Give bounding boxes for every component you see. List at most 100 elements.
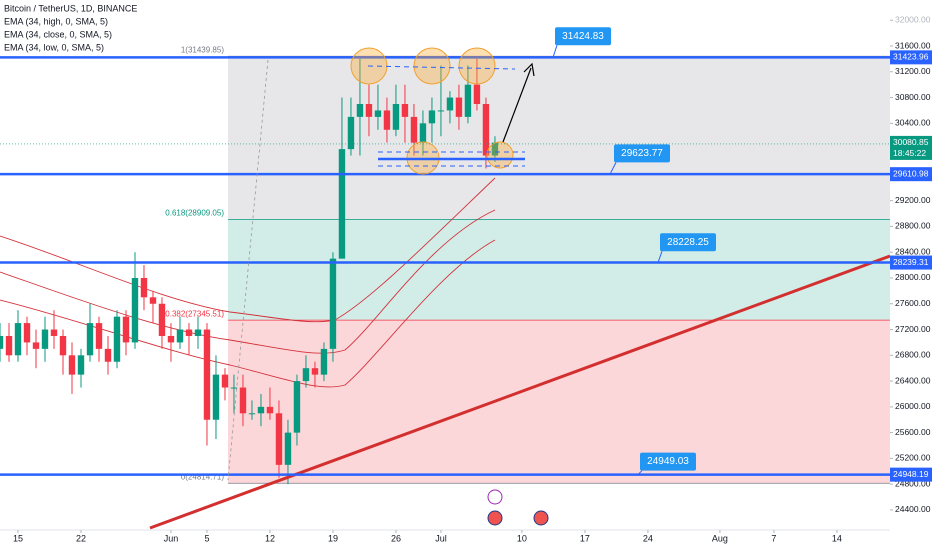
x-tick-label: 22 xyxy=(76,533,86,543)
y-tick-label: 26800.00 xyxy=(895,350,931,360)
candle-body xyxy=(437,110,445,112)
title: Bitcoin / TetherUS, 1D, BINANCE xyxy=(4,3,137,13)
candle-body xyxy=(329,258,337,349)
callout-label: 24949.03 xyxy=(647,456,689,467)
candle-body xyxy=(5,335,13,356)
candle-body xyxy=(491,142,499,156)
candle-body xyxy=(347,116,355,150)
levels: 31424.83 29623.77 28228.25 24949.03 xyxy=(0,27,890,476)
candle-body xyxy=(257,406,265,414)
candle-body xyxy=(356,104,364,117)
level-label: 29610.98 xyxy=(893,168,929,178)
x-tick-label: 5 xyxy=(204,533,209,543)
candle-body xyxy=(32,342,40,349)
candle-body xyxy=(185,329,193,336)
candles xyxy=(0,58,499,485)
x-tick-label: 7 xyxy=(771,533,776,543)
callout-label: 28228.25 xyxy=(667,237,709,248)
candle-body xyxy=(482,104,490,156)
candle-body xyxy=(446,97,454,111)
candle-body xyxy=(158,303,166,336)
candle-body xyxy=(68,355,76,375)
circle xyxy=(413,47,451,85)
last-price-label: 30080.85 xyxy=(893,137,929,147)
candle-body xyxy=(311,368,319,375)
fib-zone xyxy=(228,320,890,484)
candle-body xyxy=(86,323,94,356)
candle-body xyxy=(221,374,229,388)
callout-bg xyxy=(640,452,696,471)
candle-body xyxy=(95,323,103,349)
y-tick-label: 25600.00 xyxy=(895,427,931,437)
indicator: EMA (34, close, 0, SMA, 5) xyxy=(4,29,112,39)
indicator: EMA (34, low, 0, SMA, 5) xyxy=(4,42,104,52)
fib-zone xyxy=(228,219,890,321)
x-tick-label: 15 xyxy=(13,533,23,543)
candle-body xyxy=(473,84,481,105)
candle-body xyxy=(302,368,310,382)
circle xyxy=(458,47,496,85)
callout-pointer xyxy=(657,251,663,263)
ema-close xyxy=(0,209,496,354)
fib-label: 1(31439.85) xyxy=(181,45,224,54)
y-tick-label: 31600.00 xyxy=(895,40,931,50)
candle-body xyxy=(284,432,292,465)
candle-body xyxy=(248,413,256,415)
level-label: 28239.31 xyxy=(893,257,929,267)
candle-body xyxy=(131,277,139,343)
y-tick-label: 30400.00 xyxy=(895,118,931,128)
y-tick-label: 26400.00 xyxy=(895,375,931,385)
candle-body xyxy=(194,329,202,336)
y-tick-label: 28000.00 xyxy=(895,272,931,282)
callout-bg xyxy=(614,144,670,163)
candle-body xyxy=(428,110,436,124)
level-label: 31423.96 xyxy=(893,52,929,62)
candle-body xyxy=(203,329,211,420)
candle-body xyxy=(113,316,121,362)
y-tick-label: 31200.00 xyxy=(895,66,931,76)
y-tick-label: 30800.00 xyxy=(895,92,931,102)
x-tick-label: 12 xyxy=(265,533,275,543)
last-price-bg xyxy=(890,135,932,160)
candle-body xyxy=(122,316,130,343)
x-tick-label: 10 xyxy=(517,533,527,543)
level-label: 24948.19 xyxy=(893,469,929,479)
candle-body xyxy=(140,277,148,298)
candle-body xyxy=(23,323,31,343)
circle xyxy=(486,141,514,169)
arrow-line xyxy=(502,67,532,143)
y-tick-label: 28800.00 xyxy=(895,221,931,231)
y-tick-label: 24400.00 xyxy=(895,504,931,514)
countdown-label: 18:45:22 xyxy=(893,148,926,158)
candle-body xyxy=(275,413,283,465)
arrow-head xyxy=(523,62,535,77)
level-label-bg xyxy=(890,255,932,270)
event-icon xyxy=(487,489,503,505)
x-tick-label: 26 xyxy=(391,533,401,543)
x-tick-label: 17 xyxy=(580,533,590,543)
y-tick-label: 28400.00 xyxy=(895,246,931,256)
candle-body xyxy=(41,329,49,349)
level-label-bg xyxy=(890,467,932,482)
candle-body xyxy=(0,335,4,349)
y-tick-label: 25200.00 xyxy=(895,453,931,463)
fib-label: 0(24814.71) xyxy=(181,472,224,481)
candle-body xyxy=(167,335,175,343)
fib-label: 0.618(28909.05) xyxy=(165,209,224,218)
range-lines xyxy=(367,65,525,167)
candle-body xyxy=(77,355,85,375)
y-tick-label: 32000.00 xyxy=(895,14,931,24)
flag-icon xyxy=(487,510,503,526)
candle-body xyxy=(401,104,409,117)
candle-body xyxy=(365,104,373,117)
flag-icon xyxy=(533,510,549,526)
candle-body xyxy=(176,329,184,343)
candle-body xyxy=(392,104,400,130)
fib-zone xyxy=(228,56,890,220)
y-tick-label: 27200.00 xyxy=(895,324,931,334)
x-tick-label: 19 xyxy=(328,533,338,543)
dashed-line xyxy=(367,65,516,70)
candle-body xyxy=(266,406,274,414)
candle-body xyxy=(338,149,346,259)
